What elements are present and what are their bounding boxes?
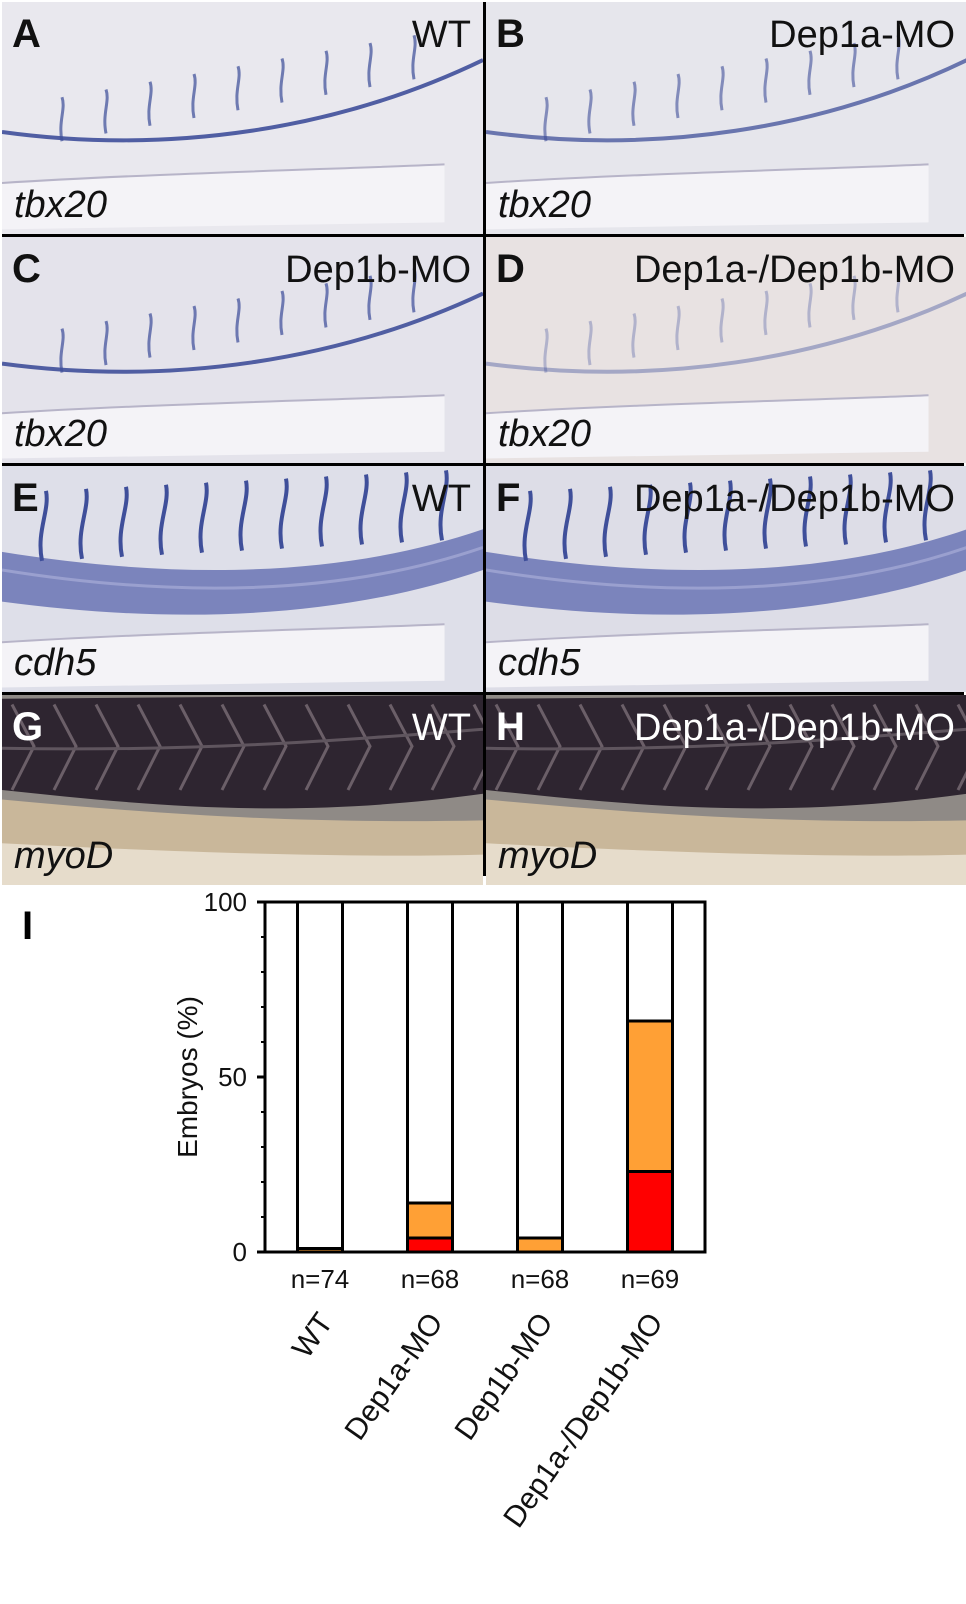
bar-segment <box>298 902 343 1249</box>
panel-letter: H <box>496 707 525 747</box>
panel-condition-label: Dep1a-MO <box>769 16 955 54</box>
y-tick-label: 50 <box>218 1062 247 1092</box>
x-category-label: Dep1b-MO <box>449 1307 560 1446</box>
sample-size-label: n=74 <box>291 1264 350 1294</box>
bar-segment <box>518 1238 563 1252</box>
bar-segment <box>408 1238 453 1252</box>
panel-f: F Dep1a-/Dep1b-MO cdh5 <box>486 466 966 692</box>
panel-letter: F <box>496 478 520 518</box>
panel-condition-label: Dep1b-MO <box>285 251 471 289</box>
panel-letter: D <box>496 249 525 289</box>
panel-c: C Dep1b-MO tbx20 <box>2 237 483 463</box>
panel-h: H Dep1a-/Dep1b-MO myoD <box>486 695 966 885</box>
panel-letter: B <box>496 14 525 54</box>
panel-gene-label: cdh5 <box>14 644 96 682</box>
panel-gene-label: tbx20 <box>498 186 591 224</box>
bar-segment <box>628 1021 673 1172</box>
sample-size-label: n=68 <box>401 1264 460 1294</box>
panel-g: G WT myoD <box>2 695 483 885</box>
panel-gene-label: myoD <box>14 837 113 875</box>
micrograph-panels: A WT tbx20 B Dep1a-MO tbx20 C Dep1b-MO t… <box>2 2 964 876</box>
bar-chart-panel: 0 50 100 Embryos (%) n=74 WT n=68 Dep1a-MO n=68 D… <box>0 880 966 1604</box>
panel-condition-label: Dep1a-/Dep1b-MO <box>634 251 955 289</box>
sample-size-label: n=69 <box>621 1264 680 1294</box>
panel-gene-label: tbx20 <box>14 186 107 224</box>
stacked-bar-chart: 0 50 100 Embryos (%) n=74 WT n=68 Dep1a-MO n=68 D… <box>0 880 966 1604</box>
y-axis-label: Embryos (%) <box>172 996 203 1158</box>
panel-letter: G <box>12 707 43 747</box>
panel-condition-label: WT <box>412 480 471 518</box>
sample-size-label: n=68 <box>511 1264 570 1294</box>
panel-gene-label: myoD <box>498 837 597 875</box>
x-category-label: Dep1a-MO <box>339 1307 450 1446</box>
bar-segment <box>408 1203 453 1238</box>
panel-gene-label: tbx20 <box>14 415 107 453</box>
panel-d: D Dep1a-/Dep1b-MO tbx20 <box>486 237 966 463</box>
panel-letter: C <box>12 249 41 289</box>
bar-segment <box>628 902 673 1021</box>
bar-segment <box>408 902 453 1203</box>
panel-condition-label: Dep1a-/Dep1b-MO <box>634 709 955 747</box>
panel-letter: A <box>12 14 41 54</box>
panel-condition-label: WT <box>412 709 471 747</box>
panel-e: E WT cdh5 <box>2 466 483 692</box>
panel-letter: I <box>22 906 33 946</box>
panel-letter: E <box>12 478 39 518</box>
panel-condition-label: Dep1a-/Dep1b-MO <box>634 480 955 518</box>
panel-condition-label: WT <box>412 16 471 54</box>
bar-segment <box>628 1172 673 1253</box>
panel-a: A WT tbx20 <box>2 2 483 234</box>
y-tick-label: 0 <box>233 1237 247 1267</box>
panel-gene-label: tbx20 <box>498 415 591 453</box>
bar-segment <box>518 902 563 1238</box>
panel-b: B Dep1a-MO tbx20 <box>486 2 966 234</box>
x-category-label: WT <box>286 1307 340 1364</box>
y-tick-label: 100 <box>204 887 247 917</box>
panel-gene-label: cdh5 <box>498 644 580 682</box>
